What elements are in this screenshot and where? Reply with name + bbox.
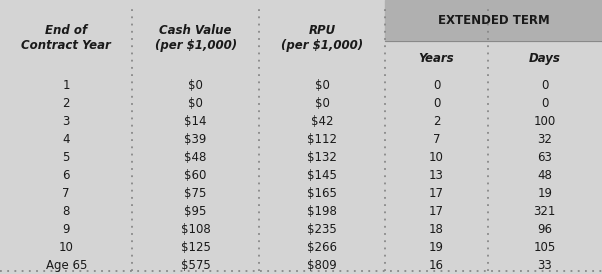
- Text: 19: 19: [429, 241, 444, 253]
- Text: $0: $0: [188, 79, 203, 92]
- Text: $0: $0: [188, 97, 203, 110]
- Text: 63: 63: [538, 151, 552, 164]
- Text: 321: 321: [533, 205, 556, 218]
- Text: 16: 16: [429, 258, 444, 272]
- Text: End of
Contract Year: End of Contract Year: [21, 24, 111, 52]
- Text: Years: Years: [418, 52, 455, 65]
- Text: $0: $0: [315, 97, 329, 110]
- Text: $145: $145: [307, 169, 337, 182]
- Text: 10: 10: [59, 241, 73, 253]
- Text: 0: 0: [433, 97, 440, 110]
- Text: 0: 0: [541, 97, 548, 110]
- Text: Age 65: Age 65: [46, 258, 87, 272]
- Text: 105: 105: [534, 241, 556, 253]
- Text: 17: 17: [429, 187, 444, 199]
- Bar: [385, 0, 602, 41]
- Text: 96: 96: [538, 222, 552, 236]
- Text: $39: $39: [184, 133, 207, 145]
- Text: $48: $48: [184, 151, 207, 164]
- Text: 10: 10: [429, 151, 444, 164]
- Text: 5: 5: [63, 151, 70, 164]
- Text: Days: Days: [529, 52, 560, 65]
- Text: 0: 0: [433, 79, 440, 92]
- Text: 100: 100: [534, 115, 556, 128]
- Text: $132: $132: [307, 151, 337, 164]
- Text: $14: $14: [184, 115, 207, 128]
- Text: $575: $575: [181, 258, 211, 272]
- Text: $125: $125: [181, 241, 211, 253]
- Text: $165: $165: [307, 187, 337, 199]
- Text: 0: 0: [541, 79, 548, 92]
- Text: 1: 1: [63, 79, 70, 92]
- Text: $42: $42: [311, 115, 334, 128]
- Text: 18: 18: [429, 222, 444, 236]
- Text: 32: 32: [538, 133, 552, 145]
- Text: 19: 19: [538, 187, 552, 199]
- Text: $235: $235: [307, 222, 337, 236]
- Text: $95: $95: [184, 205, 207, 218]
- Text: 33: 33: [538, 258, 552, 272]
- Text: 7: 7: [433, 133, 440, 145]
- Text: EXTENDED TERM: EXTENDED TERM: [438, 14, 550, 27]
- Text: $75: $75: [184, 187, 207, 199]
- Text: 6: 6: [63, 169, 70, 182]
- Text: 8: 8: [63, 205, 70, 218]
- Text: $266: $266: [307, 241, 337, 253]
- Text: 9: 9: [63, 222, 70, 236]
- Text: $198: $198: [307, 205, 337, 218]
- Text: 4: 4: [63, 133, 70, 145]
- Text: 2: 2: [433, 115, 440, 128]
- Text: 2: 2: [63, 97, 70, 110]
- Text: $112: $112: [307, 133, 337, 145]
- Text: Cash Value
(per $1,000): Cash Value (per $1,000): [155, 24, 237, 52]
- Text: 3: 3: [63, 115, 70, 128]
- Text: 17: 17: [429, 205, 444, 218]
- Text: $60: $60: [184, 169, 207, 182]
- Text: $0: $0: [315, 79, 329, 92]
- Text: 13: 13: [429, 169, 444, 182]
- Text: 7: 7: [63, 187, 70, 199]
- Text: RPU
(per $1,000): RPU (per $1,000): [281, 24, 363, 52]
- Text: 48: 48: [538, 169, 552, 182]
- Text: $108: $108: [181, 222, 211, 236]
- Text: $809: $809: [307, 258, 337, 272]
